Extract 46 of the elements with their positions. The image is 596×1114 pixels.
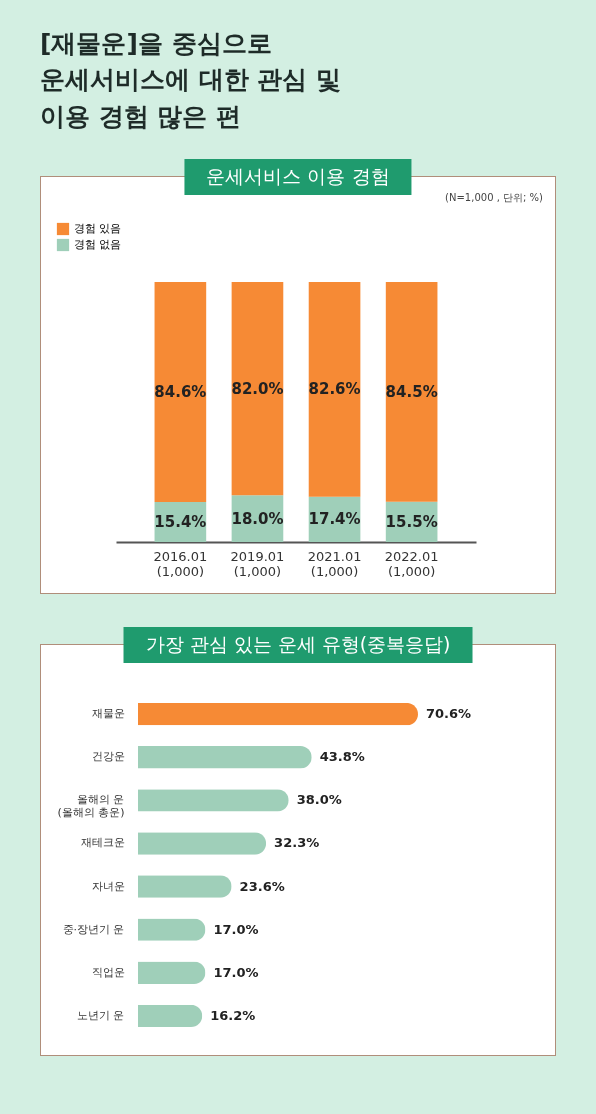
data-label: 23.6% <box>239 878 285 894</box>
x-tick-label: 2019.01 (1,000) <box>230 548 285 579</box>
data-label: 17.4% <box>308 510 361 529</box>
data-label: 18.0% <box>231 509 284 528</box>
bar <box>138 746 312 769</box>
legend-label: 경험 있음 <box>74 222 122 235</box>
y-tick-label: 재물운 <box>91 707 125 721</box>
text: (N=1,000 , 단위; %) <box>445 191 543 205</box>
data-label: 15.5% <box>385 512 438 531</box>
chart-subtitle: 운세서비스 이용 경험 <box>184 159 412 195</box>
bar <box>138 875 232 898</box>
bar <box>138 702 418 726</box>
data-label: 82.6% <box>308 380 361 399</box>
chart-title: [재물운]을 중심으로 운세서비스에 대한 관심 및 이용 경험 많은 편 <box>40 29 342 131</box>
data-label: 84.5% <box>385 382 438 401</box>
data-label: 17.0% <box>213 964 259 980</box>
data-label: 43.8% <box>319 749 365 765</box>
y-tick-label: 올해의 운 (올해의 총운) <box>57 793 125 820</box>
bar <box>231 282 284 496</box>
data-label: 82.0% <box>231 379 284 398</box>
bar <box>385 282 438 502</box>
data-label: 70.6% <box>426 706 472 722</box>
data-label: 16.2% <box>210 1007 256 1023</box>
bar <box>138 789 289 812</box>
y-tick-label: 직업운 <box>91 965 125 979</box>
data-label: 84.6% <box>154 382 207 401</box>
bar <box>154 282 207 502</box>
data-label: 15.4% <box>154 512 207 531</box>
bar <box>138 918 206 941</box>
y-tick-label: 중·장년기 운 <box>62 922 125 936</box>
bar <box>138 961 206 984</box>
data-label: 32.3% <box>274 835 320 851</box>
y-tick-label: 재테크운 <box>80 836 125 850</box>
x-tick-label: 2022.01 (1,000) <box>384 548 439 579</box>
y-tick-label: 건강운 <box>91 750 125 764</box>
x-tick-label: 2016.01 (1,000) <box>153 548 208 579</box>
legend-label: 경험 없음 <box>74 238 122 251</box>
chart-title: 가장 관심 있는 운세 유형(중복응답) <box>123 627 473 663</box>
data-label: 17.0% <box>213 921 259 937</box>
y-tick-label: 자녀운 <box>91 879 125 893</box>
data-label: 38.0% <box>296 792 342 808</box>
y-tick-label: 노년기 운 <box>77 1008 125 1022</box>
bar <box>308 282 361 497</box>
bar <box>138 1004 203 1028</box>
x-tick-label: 2021.01 (1,000) <box>307 548 362 579</box>
bar <box>138 832 267 855</box>
